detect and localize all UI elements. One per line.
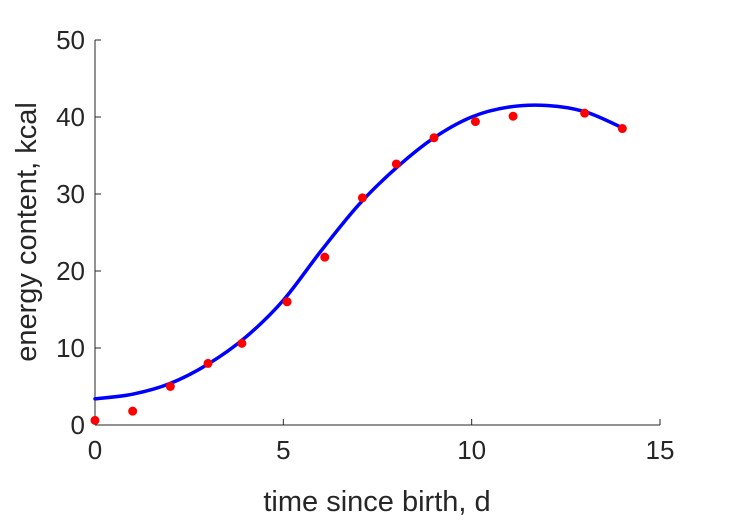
axes — [94, 39, 661, 426]
data-points-layer — [90, 108, 627, 425]
y-tick-label: 20 — [56, 256, 85, 286]
data-point — [508, 111, 518, 121]
fit-curve-layer — [93, 103, 625, 401]
x-tick-label: 5 — [276, 435, 290, 465]
data-point — [203, 358, 213, 368]
y-tick-label: 0 — [71, 410, 85, 440]
data-point — [90, 415, 100, 425]
y-tick-label: 40 — [56, 102, 85, 132]
x-tick-label: 15 — [646, 435, 675, 465]
y-tick-label: 50 — [56, 25, 85, 55]
x-tick-label: 0 — [88, 435, 102, 465]
fit-curve-line — [93, 103, 625, 401]
x-axis-title: time since birth, d — [263, 486, 490, 518]
data-point — [237, 338, 247, 348]
y-tick-label: 30 — [56, 179, 85, 209]
tick-labels-layer: 0 5 10 15 0 10 20 30 40 50 — [56, 25, 674, 465]
y-tick-label: 10 — [56, 333, 85, 363]
y-axis-title: energy content, kcal — [11, 102, 43, 362]
x-tick-label: 10 — [457, 435, 486, 465]
data-point — [165, 382, 175, 391]
data-point — [470, 117, 480, 127]
data-point — [580, 108, 590, 118]
data-point — [617, 124, 627, 134]
data-point — [320, 252, 330, 262]
data-point — [429, 133, 439, 143]
data-point — [282, 297, 292, 307]
data-point — [128, 406, 138, 416]
data-point — [391, 159, 401, 169]
data-point — [357, 193, 367, 203]
